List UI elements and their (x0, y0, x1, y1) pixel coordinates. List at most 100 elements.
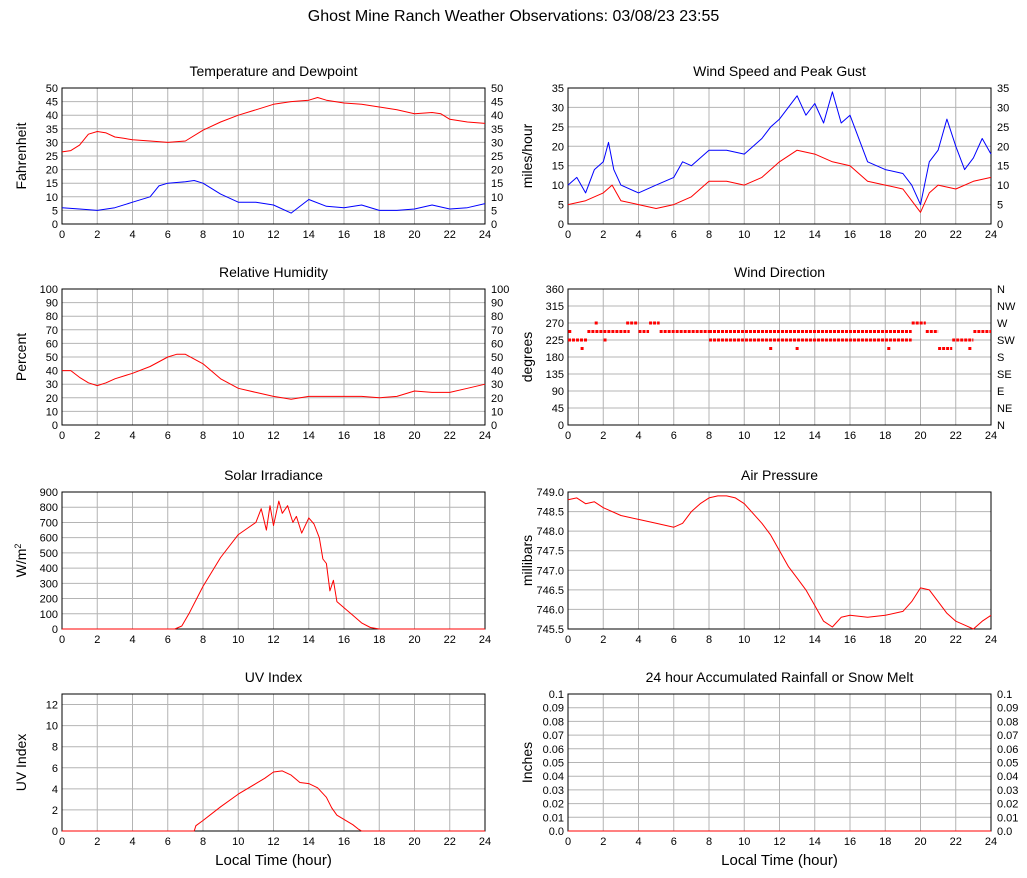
rh-ytick-label: 100 (40, 284, 58, 296)
wdir-ytick-label: 0 (558, 420, 564, 432)
pressure-xtick-label: 10 (738, 634, 750, 646)
rain-ytick-label: 0.03 (543, 785, 564, 797)
temp-right-tick-label: 15 (491, 178, 503, 190)
wind-series-red (567, 149, 992, 213)
solar-xtick-label: 8 (200, 634, 206, 646)
rain-right-tick-label: 0.02 (997, 799, 1018, 811)
wind-direction-point (568, 330, 572, 333)
uv-series-red (62, 770, 485, 832)
pressure-grid (567, 491, 992, 630)
pressure-ytick-label: 747.0 (536, 565, 564, 577)
rh-ytick-label: 0 (52, 420, 58, 432)
uv-xtick-label: 24 (479, 836, 491, 848)
wind-right-tick-label: 20 (997, 141, 1009, 153)
wind-xtick-label: 4 (635, 229, 641, 241)
temp-right-tick-label: 40 (491, 110, 503, 122)
solar-chart: Solar Irradiance010020030040050060070080… (13, 467, 491, 646)
rh-series-red (62, 353, 486, 400)
pressure-ytick-label: 745.5 (536, 624, 564, 636)
uv-ytick-label: 12 (46, 700, 58, 712)
wind-direction-point (603, 338, 607, 342)
wdir-right-tick-label: NE (997, 403, 1012, 415)
pressure-ytick-label: 747.5 (536, 546, 564, 558)
wdir-ytick-label: 270 (546, 318, 564, 330)
solar-xtick-label: 0 (59, 634, 65, 646)
rh-right-tick-label: 100 (491, 284, 509, 296)
rh-ytick-label: 80 (46, 311, 58, 323)
wind-ylabel: miles/hour (519, 123, 535, 188)
solar-title: Solar Irradiance (224, 467, 323, 483)
rh-title: Relative Humidity (219, 264, 328, 280)
rain-right-tick-label: 0.08 (997, 716, 1018, 728)
wind-xtick-label: 2 (600, 229, 606, 241)
rain-xtick-label: 18 (879, 836, 891, 848)
wind-right-tick-label: 5 (997, 200, 1003, 212)
rh-right-tick-label: 30 (491, 379, 503, 391)
wdir-right-tick-label: E (997, 386, 1004, 398)
pressure-ytick-label: 748.0 (536, 526, 564, 538)
temp-ytick-label: 20 (46, 165, 58, 177)
rh-ytick-label: 10 (46, 406, 58, 418)
pressure-ytick-label: 746.5 (536, 585, 564, 597)
temp-right-tick-label: 45 (491, 97, 503, 109)
solar-xtick-label: 18 (373, 634, 385, 646)
temp-xtick-label: 22 (444, 229, 456, 241)
uv-xtick-label: 18 (373, 836, 385, 848)
rain-right-tick-label: 0.1 (997, 689, 1012, 701)
temp-chart: Temperature and Dewpoint0510152025303540… (13, 63, 503, 241)
solar-ylabel-sup: 2 (13, 544, 23, 549)
temp-series-red (61, 97, 486, 153)
temp-title: Temperature and Dewpoint (189, 63, 357, 79)
rain-ytick-label: 0.08 (543, 716, 564, 728)
rain-right-tick-label: 0.01 (997, 812, 1018, 824)
rain-xtick-label: 10 (738, 836, 750, 848)
pressure-ytick-label: 749.0 (536, 487, 564, 499)
rh-ytick-label: 20 (46, 393, 58, 405)
wdir-frame (567, 288, 992, 426)
rh-right-tick-label: 10 (491, 406, 503, 418)
rain-xtick-label: 8 (706, 836, 712, 848)
uv-xlabel: Local Time (hour) (215, 852, 332, 869)
rh-xtick-label: 0 (59, 430, 65, 442)
temp-grid (61, 87, 486, 225)
wdir-ytick-label: 90 (552, 386, 564, 398)
rain-ytick-label: 0.02 (543, 799, 564, 811)
pressure-xtick-label: 14 (809, 634, 821, 646)
wind-frame (567, 87, 992, 225)
pressure-xtick-label: 8 (706, 634, 712, 646)
rain-xlabel: Local Time (hour) (721, 852, 838, 869)
rh-right-tick-label: 90 (491, 298, 503, 310)
wdir-ytick-label: 225 (546, 335, 564, 347)
rain-ytick-label: 0.0 (549, 826, 564, 838)
wdir-ytick-label: 315 (546, 301, 564, 313)
rain-xtick-label: 4 (635, 836, 641, 848)
wdir-right-tick-label: W (997, 318, 1008, 330)
pressure-xtick-label: 22 (950, 634, 962, 646)
wind-xtick-label: 8 (706, 229, 712, 241)
uv-ylabel: UV Index (13, 734, 29, 792)
solar-series-red (62, 500, 485, 630)
wdir-xtick-label: 6 (671, 430, 677, 442)
wdir-xtick-label: 10 (738, 430, 750, 442)
uv-ytick-label: 6 (52, 763, 58, 775)
rain-xtick-label: 14 (809, 836, 821, 848)
pressure-ylabel: millibars (519, 535, 535, 586)
rain-ytick-label: 0.06 (543, 744, 564, 756)
solar-frame (61, 491, 486, 630)
rain-xtick-label: 6 (671, 836, 677, 848)
wdir-right-tick-label: NW (997, 301, 1016, 313)
uv-xtick-label: 20 (408, 836, 420, 848)
rh-xtick-label: 16 (338, 430, 350, 442)
solar-xtick-label: 14 (303, 634, 315, 646)
wind-xtick-label: 18 (879, 229, 891, 241)
wdir-title: Wind Direction (734, 264, 825, 280)
temp-xtick-label: 2 (94, 229, 100, 241)
temp-xtick-label: 12 (267, 229, 279, 241)
temp-xtick-label: 18 (373, 229, 385, 241)
solar-xtick-label: 10 (232, 634, 244, 646)
rain-ytick-label: 0.04 (543, 771, 564, 783)
rain-ytick-label: 0.09 (543, 703, 564, 715)
temp-ytick-label: 50 (46, 83, 58, 95)
rh-ytick-label: 30 (46, 379, 58, 391)
